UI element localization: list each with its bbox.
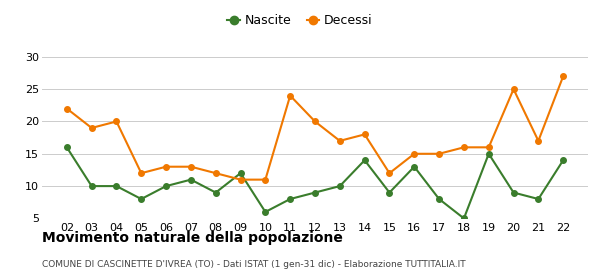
Decessi [262, 178, 269, 181]
Nascite [212, 191, 220, 194]
Nascite [460, 217, 467, 220]
Nascite [262, 210, 269, 214]
Decessi [88, 126, 95, 130]
Line: Decessi: Decessi [64, 73, 566, 182]
Nascite [237, 171, 244, 175]
Nascite [88, 185, 95, 188]
Text: COMUNE DI CASCINETTE D'IVREA (TO) - Dati ISTAT (1 gen-31 dic) - Elaborazione TUT: COMUNE DI CASCINETTE D'IVREA (TO) - Dati… [42, 260, 466, 269]
Decessi [212, 171, 220, 175]
Decessi [361, 133, 368, 136]
Nascite [560, 158, 567, 162]
Text: Movimento naturale della popolazione: Movimento naturale della popolazione [42, 231, 343, 245]
Decessi [510, 87, 517, 91]
Decessi [336, 139, 343, 143]
Decessi [63, 107, 70, 110]
Nascite [436, 197, 443, 201]
Nascite [510, 191, 517, 194]
Decessi [410, 152, 418, 155]
Nascite [485, 152, 493, 155]
Nascite [386, 191, 393, 194]
Nascite [311, 191, 319, 194]
Decessi [187, 165, 194, 168]
Decessi [436, 152, 443, 155]
Decessi [485, 146, 493, 149]
Decessi [560, 74, 567, 78]
Nascite [63, 146, 70, 149]
Nascite [113, 185, 120, 188]
Nascite [535, 197, 542, 201]
Decessi [311, 120, 319, 123]
Line: Nascite: Nascite [64, 144, 566, 221]
Decessi [535, 139, 542, 143]
Nascite [410, 165, 418, 168]
Nascite [336, 185, 343, 188]
Nascite [137, 197, 145, 201]
Decessi [237, 178, 244, 181]
Nascite [361, 158, 368, 162]
Decessi [386, 171, 393, 175]
Nascite [163, 185, 170, 188]
Decessi [287, 94, 294, 97]
Decessi [163, 165, 170, 168]
Decessi [460, 146, 467, 149]
Nascite [287, 197, 294, 201]
Legend: Nascite, Decessi: Nascite, Decessi [223, 9, 377, 32]
Nascite [187, 178, 194, 181]
Decessi [137, 171, 145, 175]
Decessi [113, 120, 120, 123]
